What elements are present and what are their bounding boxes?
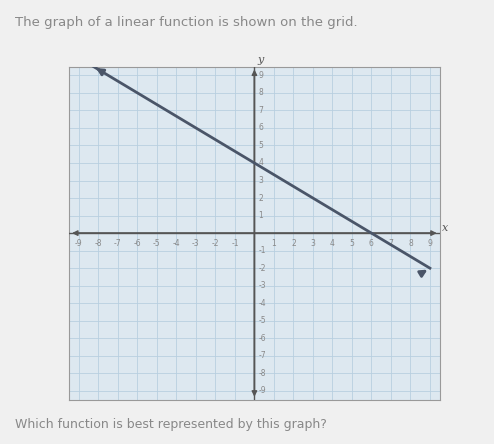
Text: -8: -8 [258, 369, 266, 378]
Text: -2: -2 [258, 264, 266, 273]
Text: 5: 5 [258, 141, 263, 150]
Text: -5: -5 [153, 239, 161, 248]
Text: -3: -3 [192, 239, 200, 248]
Text: Which function is best represented by this graph?: Which function is best represented by th… [15, 418, 327, 431]
Text: 2: 2 [258, 194, 263, 202]
Text: -1: -1 [231, 239, 239, 248]
Text: 3: 3 [258, 176, 263, 185]
Text: 8: 8 [258, 88, 263, 97]
Text: 6: 6 [258, 123, 263, 132]
Text: y: y [257, 55, 263, 65]
Text: 9: 9 [258, 71, 263, 80]
Text: 8: 8 [408, 239, 413, 248]
Text: 1: 1 [258, 211, 263, 220]
Text: 1: 1 [272, 239, 276, 248]
Text: -2: -2 [211, 239, 219, 248]
Text: -6: -6 [133, 239, 141, 248]
Text: 7: 7 [258, 106, 263, 115]
Text: -4: -4 [258, 299, 266, 308]
Text: -3: -3 [258, 281, 266, 290]
Text: -6: -6 [258, 334, 266, 343]
Text: 4: 4 [258, 159, 263, 167]
Text: x: x [442, 223, 448, 233]
Text: 9: 9 [427, 239, 432, 248]
Text: 6: 6 [369, 239, 374, 248]
Text: -4: -4 [172, 239, 180, 248]
Text: The graph of a linear function is shown on the grid.: The graph of a linear function is shown … [15, 16, 358, 28]
Text: -7: -7 [114, 239, 122, 248]
Text: 4: 4 [330, 239, 335, 248]
Text: -1: -1 [258, 246, 266, 255]
Text: -9: -9 [258, 386, 266, 395]
Text: -8: -8 [95, 239, 102, 248]
Text: -9: -9 [75, 239, 82, 248]
Text: -5: -5 [258, 316, 266, 325]
Text: 7: 7 [388, 239, 393, 248]
Text: 3: 3 [310, 239, 315, 248]
Text: 5: 5 [349, 239, 354, 248]
Text: -7: -7 [258, 351, 266, 360]
Text: 2: 2 [291, 239, 296, 248]
